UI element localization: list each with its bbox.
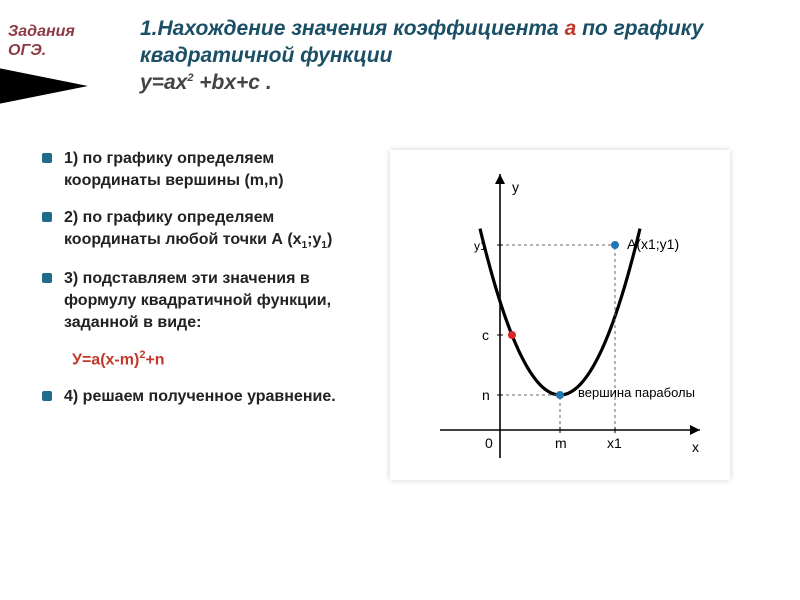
- badge-arrow-icon: [0, 64, 88, 108]
- step-2-text-b: ;у: [307, 231, 321, 248]
- svg-text:c: c: [482, 327, 489, 343]
- svg-text:m: m: [555, 435, 567, 451]
- svg-text:n: n: [482, 387, 490, 403]
- side-badge: Задания ОГЭ.: [8, 20, 128, 108]
- svg-text:x: x: [692, 439, 699, 455]
- list-item: 3) подставляем эти значения в формулу кв…: [42, 268, 347, 333]
- badge-text: Задания ОГЭ.: [8, 20, 128, 70]
- svg-text:x1: x1: [607, 435, 622, 451]
- step-3-text: 3) подставляем эти значения в формулу кв…: [64, 270, 331, 330]
- step-4-text: 4) решаем полученное уравнение.: [64, 388, 336, 405]
- steps-list: 1) по графику определяем координаты верш…: [42, 148, 347, 423]
- svg-text:0: 0: [485, 435, 493, 451]
- step-2-text-a: 2) по графику определяем координаты любо…: [64, 209, 302, 248]
- step-1-text: 1) по графику определяем координаты верш…: [64, 150, 284, 189]
- svg-text:y: y: [512, 179, 519, 195]
- headline-a: а: [565, 17, 577, 40]
- vertex-formula: У=a(х-m)2+n: [72, 349, 347, 369]
- svg-text:A(x1;y1): A(x1;y1): [627, 236, 679, 252]
- parabola-chart: y x 0 m x1 n c y1 A(x1;y1) вершина параболы: [390, 150, 730, 480]
- list-item: 1) по графику определяем координаты верш…: [42, 148, 347, 191]
- headline-equation: y=ax2 +bx+c .: [140, 71, 272, 94]
- list-item: 2) по графику определяем координаты любо…: [42, 207, 347, 252]
- page-title: 1.Нахождение значения коэффициента а по …: [140, 16, 750, 97]
- list-item: 4) решаем полученное уравнение.: [42, 386, 347, 408]
- headline-prefix: 1.Нахождение значения коэффициента: [140, 17, 565, 40]
- headline-eq-base: y=ax: [140, 71, 187, 94]
- chart-svg: y x 0 m x1 n c y1 A(x1;y1) вершина параболы: [390, 150, 730, 480]
- headline-eq-tail: +bx+c .: [193, 71, 271, 94]
- svg-text:вершина параболы: вершина параболы: [578, 385, 695, 400]
- formula-b: +n: [145, 352, 164, 369]
- step-2-text-c: ): [327, 231, 332, 248]
- formula-a: У=a(х-m): [72, 352, 139, 369]
- svg-text:y1: y1: [474, 239, 487, 253]
- badge-line2: ОГЭ.: [8, 42, 46, 59]
- badge-line1: Задания: [8, 23, 75, 40]
